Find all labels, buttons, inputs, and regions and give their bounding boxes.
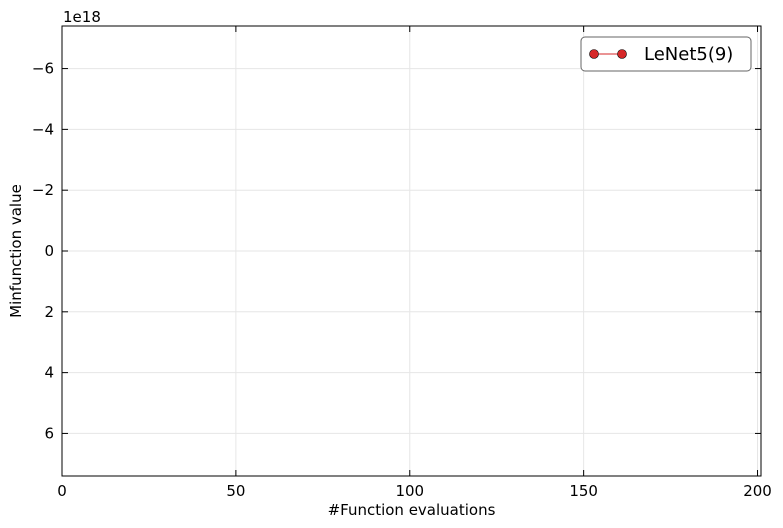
x-axis-label: #Function evaluations [328,501,496,519]
y-tick-label: 2 [44,303,54,321]
x-tick-label: 100 [395,482,424,500]
legend-box [580,36,752,72]
x-tick-label: 0 [57,482,67,500]
y-tick-label: −4 [32,120,54,138]
y-tick-label: 0 [44,242,54,260]
legend-marker [589,49,599,59]
legend: LeNet5(9) [580,36,752,72]
y-tick-label: −6 [32,60,54,78]
legend-label: LeNet5(9) [644,44,733,65]
x-tick-label: 150 [569,482,598,500]
y-axis-label: Minfunction value [7,184,25,318]
y-tick-label: −2 [32,181,54,199]
x-tick-label: 50 [226,482,245,500]
y-tick-label: 6 [44,424,54,442]
y-offset-label: 1e18 [63,8,101,26]
legend-marker [617,49,627,59]
ticks: 0 50 100 150 200 −6 −4 −2 0 2 4 6 [32,26,772,500]
y-tick-label: 4 [44,364,54,382]
x-tick-label: 200 [743,482,772,500]
